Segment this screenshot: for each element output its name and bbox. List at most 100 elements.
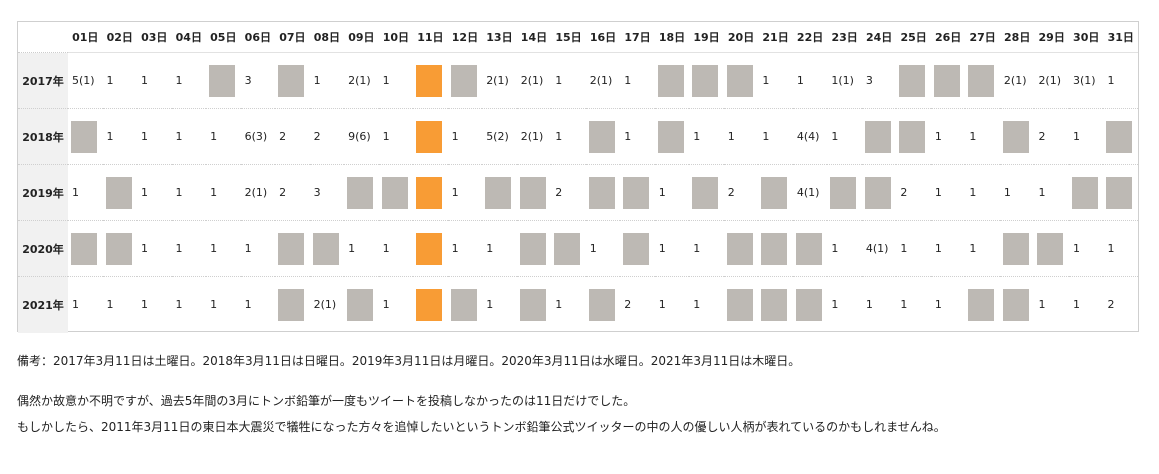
day-header: 21日 <box>758 22 793 53</box>
no-tweet-cell <box>275 276 310 333</box>
no-tweet-cell <box>585 164 621 221</box>
no-tweet-cell <box>758 276 793 333</box>
tweet-count-cell: 1 <box>555 74 563 87</box>
tweet-count-cell: 1 <box>1107 74 1115 87</box>
no-tweet-cell <box>965 276 1000 333</box>
tweet-count-cell: 1 <box>141 74 149 87</box>
tweet-count-cell: 1 <box>68 164 103 221</box>
tweet-count-cell: 6(3) <box>240 108 276 165</box>
day-header: 05日 <box>206 22 241 53</box>
no-tweet-cell <box>655 53 690 109</box>
tweet-count-cell: 2(1) <box>520 74 544 87</box>
day-header: 26日 <box>930 22 966 53</box>
tweet-count-cell: 1 <box>171 108 207 165</box>
tweet-count-cell: 1 <box>378 276 414 333</box>
no-tweet-highlight-cell <box>413 108 448 165</box>
year-row: 2017年 5(1) 1 1 1 3 1 2(1) 1 2(1) 2(1) 1 2(1) 1 1 1 1(1) 3… <box>18 52 1138 109</box>
tweet-count-cell: 2(1) <box>589 74 613 87</box>
memorial-day-box <box>416 232 443 265</box>
no-tweet-box <box>657 120 684 153</box>
year-row: 2018年 1 1 1 1 6(3) 2 2 9(6) 1 1 5(2) 2(1) 1 1 1 1 1 4(4) 1 1… <box>18 108 1138 165</box>
day-header: 29日 <box>1034 22 1069 53</box>
tweet-count-cell: 1 <box>206 164 241 221</box>
no-tweet-box <box>278 64 305 97</box>
tweet-count-cell: 2 <box>275 164 310 221</box>
no-tweet-box <box>347 288 374 321</box>
no-tweet-cell <box>931 53 966 109</box>
tweet-count-cell: 1(1) <box>831 74 854 87</box>
no-tweet-box <box>1002 288 1029 321</box>
tweet-count-cell: 1 <box>689 276 724 333</box>
no-tweet-box <box>726 288 753 321</box>
no-tweet-cell <box>344 164 379 221</box>
day-header: 09日 <box>344 22 379 53</box>
no-tweet-box <box>450 64 477 97</box>
no-tweet-box <box>899 120 926 153</box>
no-tweet-box <box>795 288 822 321</box>
day-header: 16日 <box>585 22 621 53</box>
no-tweet-box <box>864 176 891 209</box>
no-tweet-box <box>485 176 512 209</box>
tweet-count-cell: 1 <box>551 108 586 165</box>
no-tweet-box <box>1106 176 1133 209</box>
no-tweet-box <box>726 64 753 97</box>
no-tweet-cell <box>620 164 655 221</box>
no-tweet-box <box>347 176 374 209</box>
no-tweet-cell <box>1103 108 1138 165</box>
no-tweet-box <box>795 232 822 265</box>
year-label: 2018年 <box>18 108 68 165</box>
no-tweet-box <box>623 176 650 209</box>
day-header: 19日 <box>689 22 724 53</box>
year-row: 2020年 1 1 1 1 1 1 1 1 1 1 1 1 4(1) 1 1 1 1 1 <box>18 220 1138 277</box>
year-label: 2021年 <box>18 276 68 333</box>
no-tweet-cell <box>378 164 414 221</box>
day-header: 24日 <box>861 22 897 53</box>
no-tweet-cell <box>792 276 828 333</box>
tweet-count-cell: 2(1) <box>1038 74 1062 87</box>
no-tweet-cell <box>344 276 379 333</box>
tweet-count-cell: 4(4) <box>792 108 828 165</box>
no-tweet-cell <box>723 276 759 333</box>
tweet-count-cell: 3 <box>244 74 252 87</box>
tweet-calendar-table: 01日 02日 03日 04日 05日 06日 07日 08日 09日 10日 11日 12日 13日 1… <box>18 22 1138 333</box>
tweet-count-cell: 4(1) <box>792 164 828 221</box>
tweet-count-cell: 1 <box>137 108 172 165</box>
corner-cell <box>18 22 68 53</box>
tweet-count-cell: 1 <box>827 108 862 165</box>
tweet-count-cell: 1 <box>175 74 183 87</box>
tweet-count-cell: 1 <box>344 220 379 277</box>
no-tweet-cell <box>861 164 897 221</box>
tweet-count-cell: 2(1) <box>516 108 552 165</box>
no-tweet-cell <box>861 108 897 165</box>
note-speculation: もしかしたら、2011年3月11日の東日本大震災で犠牲になった方々を追悼したいと… <box>17 420 946 434</box>
tweet-count-cell: 2 <box>1103 276 1138 333</box>
memorial-day-box <box>416 176 443 209</box>
no-tweet-box <box>71 120 97 153</box>
tweet-count-cell: 1 <box>723 108 759 165</box>
tweet-count-cell: 1 <box>1068 220 1104 277</box>
no-tweet-box <box>692 176 719 209</box>
no-tweet-box <box>519 232 546 265</box>
tweet-count-cell: 2 <box>275 108 310 165</box>
tweet-count-cell: 2(1) <box>1003 74 1027 87</box>
no-tweet-box <box>761 288 788 321</box>
tweet-count-cell: 5(1) <box>72 74 95 87</box>
no-tweet-cell <box>999 220 1035 277</box>
day-header: 03日 <box>137 22 172 53</box>
no-tweet-cell <box>448 53 483 109</box>
tweet-count-cell: 1 <box>620 108 655 165</box>
no-tweet-cell <box>896 53 931 109</box>
no-tweet-box <box>1106 120 1133 153</box>
tweet-calendar-table-container: 01日 02日 03日 04日 05日 06日 07日 08日 09日 10日 11日 12日 13日 1… <box>17 21 1139 333</box>
day-header: 28日 <box>999 22 1035 53</box>
no-tweet-box <box>726 232 753 265</box>
tweet-count-cell: 3 <box>865 74 873 87</box>
no-tweet-box <box>761 176 788 209</box>
no-tweet-box <box>105 176 132 209</box>
tweet-count-cell: 1 <box>654 164 690 221</box>
tweet-count-cell: 1 <box>1034 276 1069 333</box>
tweet-count-cell: 1 <box>585 220 621 277</box>
day-header: 25日 <box>896 22 931 53</box>
tweet-count-cell: 3 <box>309 164 345 221</box>
tweet-count-cell: 1 <box>378 220 414 277</box>
